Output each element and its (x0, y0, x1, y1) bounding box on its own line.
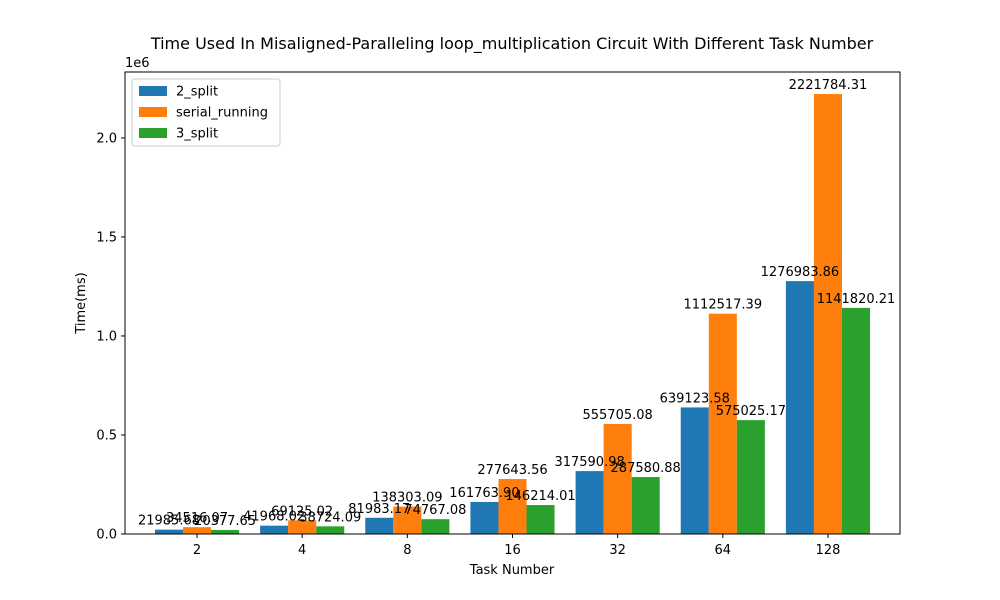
legend-swatch-2_split (139, 86, 167, 96)
y-axis: 0.0 0.5 1.0 1.5 2.0 (96, 131, 125, 543)
data-label-2_split-4: 41968.02 (243, 510, 305, 525)
bar-3_split-2 (211, 529, 240, 534)
data-label-2_split-16: 161763.90 (449, 486, 519, 501)
legend: 2_split serial_running 3_split (131, 78, 281, 147)
bar-3_split-16 (526, 505, 555, 534)
y-tick-label-2: 1.0 (96, 329, 117, 344)
data-label-3_split-2: 20377.65 (194, 514, 256, 529)
y-tick-label-3: 1.5 (96, 230, 117, 245)
x-tick-label-2: 2 (193, 543, 201, 558)
legend-frame (131, 78, 281, 147)
legend-label-serial_running: serial_running (176, 106, 268, 121)
bar-serial_running-2 (183, 527, 212, 534)
y-tick-label-0: 0.0 (96, 528, 117, 543)
y-axis-offset-label: 1e6 (125, 56, 150, 71)
bar-2_split-4 (260, 525, 289, 534)
x-axis: 2 4 8 16 32 64 128 (193, 534, 840, 558)
data-label-serial_running-4: 69125.02 (271, 504, 333, 519)
bar-2_split-16 (470, 501, 499, 534)
bar-2_split-8 (365, 517, 394, 534)
data-label-3_split-16: 146214.01 (505, 489, 575, 504)
plot-frame (124, 71, 901, 535)
data-label-3_split-64: 575025.17 (716, 404, 786, 419)
bar-serial_running-64 (708, 313, 737, 534)
data-labels-group: 21985.6834516.0720377.6541968.0269125.02… (138, 78, 895, 529)
bars-group (154, 94, 871, 534)
data-label-serial_running-16: 277643.56 (477, 463, 547, 478)
bar-2_split-128 (785, 281, 814, 534)
bar-serial_running-128 (813, 94, 842, 534)
bar-serial_running-16 (498, 479, 527, 534)
x-tick-label-128: 128 (816, 543, 841, 558)
bar-3_split-128 (841, 307, 871, 534)
data-label-2_split-128: 1276983.86 (761, 265, 840, 280)
x-tick-label-32: 32 (609, 543, 626, 558)
data-label-3_split-4: 38724.09 (299, 510, 361, 525)
x-tick-label-16: 16 (504, 543, 521, 558)
y-tick-label-1: 0.5 (96, 428, 117, 443)
x-axis-label: Task Number (469, 563, 555, 578)
bar-3_split-8 (421, 519, 450, 534)
data-label-serial_running-2: 34516.07 (166, 511, 228, 526)
data-label-serial_running-8: 138303.09 (372, 491, 442, 506)
data-label-2_split-8: 81983.17 (348, 502, 410, 517)
bar-serial_running-32 (603, 423, 632, 534)
x-tick-label-8: 8 (403, 543, 411, 558)
data-label-2_split-2: 21985.68 (138, 514, 200, 529)
legend-label-2_split: 2_split (176, 85, 218, 100)
y-axis-label: Time(ms) (74, 272, 89, 334)
bar-serial_running-4 (288, 520, 317, 534)
bar-serial_running-8 (393, 506, 422, 534)
legend-swatch-serial_running (139, 107, 167, 117)
bar-3_split-32 (631, 477, 660, 534)
data-label-serial_running-128: 2221784.31 (789, 78, 868, 93)
data-label-3_split-128: 1141820.21 (817, 292, 896, 307)
data-label-serial_running-32: 555705.08 (582, 408, 652, 423)
bar-2_split-64 (680, 407, 709, 534)
chart-title: Time Used In Misaligned-Paralleling loop… (150, 34, 874, 54)
legend-label-3_split: 3_split (176, 127, 218, 142)
bar-2_split-2 (154, 529, 184, 534)
bar-3_split-4 (316, 526, 345, 534)
legend-swatch-3_split (139, 128, 167, 138)
data-label-2_split-64: 639123.58 (660, 391, 730, 406)
data-label-2_split-32: 317590.98 (554, 455, 624, 470)
bar-2_split-32 (575, 471, 604, 534)
x-tick-label-64: 64 (715, 543, 732, 558)
data-label-3_split-32: 287580.88 (611, 461, 681, 476)
data-label-serial_running-64: 1112517.39 (684, 298, 763, 313)
data-label-3_split-8: 74767.08 (404, 503, 466, 518)
y-tick-label-4: 2.0 (96, 131, 117, 146)
bar-3_split-64 (736, 420, 765, 534)
x-tick-label-4: 4 (298, 543, 306, 558)
